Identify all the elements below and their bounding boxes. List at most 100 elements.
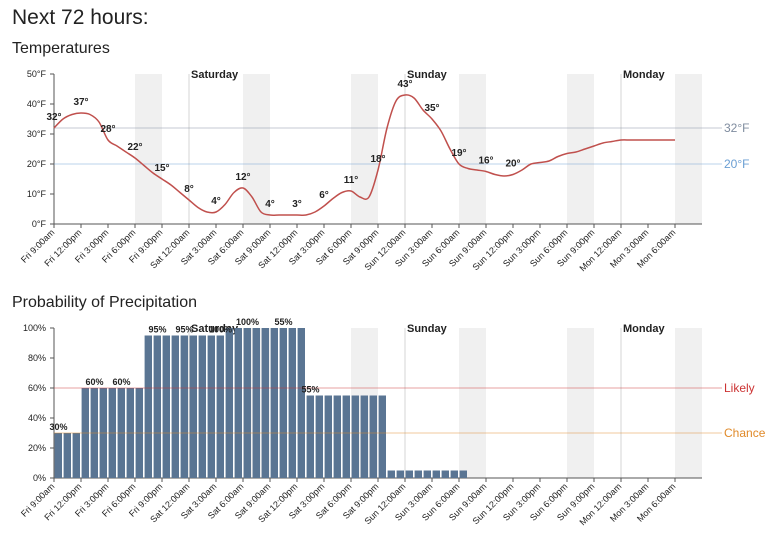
precipitation-bar <box>126 388 134 478</box>
precip-y-tick-label: 80% <box>28 353 46 363</box>
temperature-point-label: 4° <box>265 199 275 210</box>
precipitation-bar-label: 100% <box>209 325 232 335</box>
temperature-point-label: 20° <box>505 159 520 170</box>
temp-shade-band <box>675 74 702 224</box>
page-title: Next 72 hours: <box>12 6 149 29</box>
precipitation-bar <box>378 395 386 478</box>
temp-y-tick-label: 0°F <box>32 219 47 229</box>
temperature-point-label: 12° <box>235 172 250 183</box>
precipitation-bar-label: 55% <box>301 385 319 395</box>
precipitation-bar <box>153 335 161 478</box>
precipitation-bar <box>90 388 98 478</box>
temp-shade-band <box>567 74 594 224</box>
precipitation-bar <box>216 335 224 478</box>
temperature-point-label: 43° <box>397 79 412 90</box>
temp-shade-band <box>459 74 486 224</box>
temp-y-tick-label: 30°F <box>27 129 47 139</box>
temperature-point-label: 35° <box>424 103 439 114</box>
precip-y-tick-label: 20% <box>28 443 46 453</box>
precipitation-bar-label: 95% <box>175 325 193 335</box>
precipitation-bar <box>180 335 188 478</box>
precipitation-bar <box>198 335 206 478</box>
precipitation-bar <box>135 388 143 478</box>
precip-day-label: Monday <box>623 323 665 335</box>
temperature-chart: Saturday Sunday Monday 0°F 10°F 20°F 30°F 40°F 5… <box>19 69 750 273</box>
precipitation-bar <box>162 335 170 478</box>
precipitation-bar <box>360 395 368 478</box>
precipitation-bar-label: 95% <box>148 325 166 335</box>
precipitation-bar-label: 60% <box>112 377 130 387</box>
temp-shade-band <box>243 74 270 224</box>
precipitation-bar <box>324 395 332 478</box>
temp-day-label: Monday <box>623 69 665 81</box>
precipitation-bar <box>270 328 278 478</box>
precipitation-bar <box>54 433 62 478</box>
precip-day-label: Sunday <box>407 323 448 335</box>
precipitation-bar <box>243 328 251 478</box>
precipitation-bar <box>450 470 458 478</box>
precip-shade-band <box>567 328 594 478</box>
temp-day-label: Saturday <box>191 69 239 81</box>
precipitation-bar <box>414 470 422 478</box>
temperature-point-label: 4° <box>211 196 221 207</box>
precip-y-tick-label: 60% <box>28 383 46 393</box>
precip-reference-label: Chance <box>724 426 766 440</box>
precipitation-bar <box>207 335 215 478</box>
temperature-point-label: 32° <box>46 112 61 123</box>
temperature-point-label: 6° <box>319 190 329 201</box>
precipitation-bar <box>369 395 377 478</box>
temperature-point-label: 8° <box>184 184 194 195</box>
temperature-point-label: 15° <box>154 163 169 174</box>
precip-shade-band <box>459 328 486 478</box>
temp-reference-label: 20°F <box>724 157 749 171</box>
precipitation-bar <box>225 328 233 478</box>
temperature-point-label: 28° <box>100 124 115 135</box>
precipitation-bar <box>459 470 467 478</box>
precipitation-bar <box>342 395 350 478</box>
precipitation-bar <box>351 395 359 478</box>
temp-reference-label: 32°F <box>724 121 749 135</box>
precipitation-bar <box>171 335 179 478</box>
precipitation-bar <box>387 470 395 478</box>
temperature-point-label: 22° <box>127 142 142 153</box>
precipitation-bar <box>99 388 107 478</box>
temperature-point-label: 3° <box>292 199 302 210</box>
temperatures-title: Temperatures <box>12 40 110 57</box>
precipitation-bar <box>306 395 314 478</box>
precipitation-title: Probability of Precipitation <box>12 294 197 311</box>
precipitation-bar-label: 60% <box>85 377 103 387</box>
precipitation-bar <box>117 388 125 478</box>
precipitation-bar <box>72 433 80 478</box>
temp-y-tick-label: 40°F <box>27 99 47 109</box>
temperature-point-label: 37° <box>73 97 88 108</box>
precipitation-bar <box>108 388 116 478</box>
temp-day-label: Sunday <box>407 69 448 81</box>
precipitation-bar <box>333 395 341 478</box>
precipitation-bar-label: 100% <box>236 317 259 327</box>
precipitation-bar <box>315 395 323 478</box>
temp-shade-band <box>135 74 162 224</box>
temperature-point-label: 11° <box>344 175 359 186</box>
precip-y-tick-label: 0% <box>33 473 46 483</box>
precipitation-bar <box>288 328 296 478</box>
precipitation-bar <box>405 470 413 478</box>
precip-reference-label: Likely <box>724 381 755 395</box>
precipitation-bar <box>63 433 71 478</box>
temp-y-tick-label: 10°F <box>27 189 47 199</box>
precip-y-tick-label: 40% <box>28 413 46 423</box>
precipitation-bar <box>81 388 89 478</box>
precipitation-bar <box>297 328 305 478</box>
precipitation-bar <box>441 470 449 478</box>
temp-y-tick-label: 50°F <box>27 69 47 79</box>
precipitation-bar <box>396 470 404 478</box>
temperature-point-label: 16° <box>478 156 493 167</box>
precipitation-bar <box>279 328 287 478</box>
temp-y-tick-label: 20°F <box>27 159 47 169</box>
temperature-point-label: 18° <box>370 154 385 165</box>
precipitation-bar <box>144 335 152 478</box>
precipitation-bar <box>423 470 431 478</box>
precipitation-bar <box>261 328 269 478</box>
precipitation-bar <box>189 335 197 478</box>
temperature-line <box>53 94 675 216</box>
